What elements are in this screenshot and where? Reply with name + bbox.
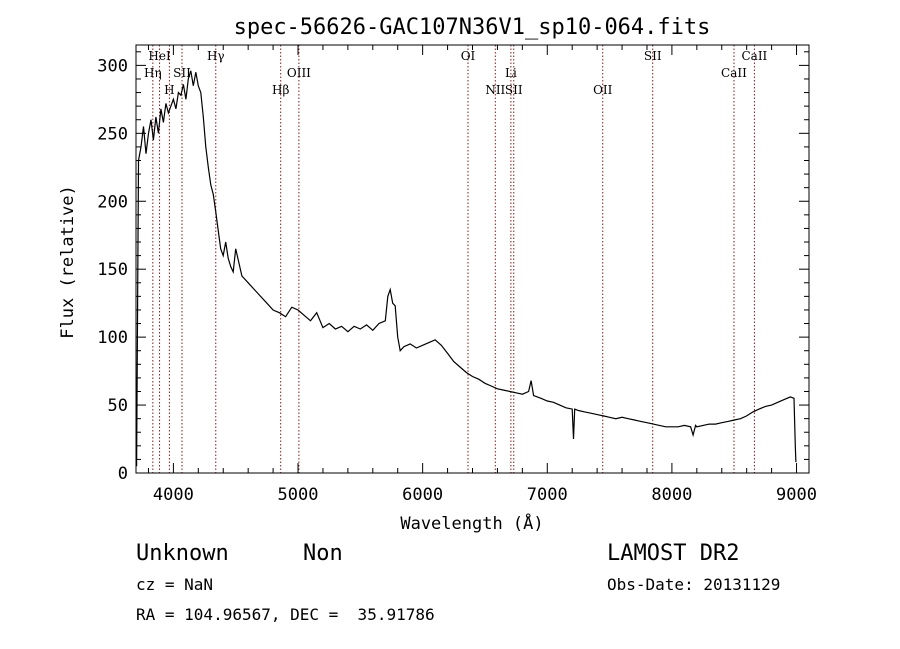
observation-date: Obs-Date: 20131129 — [607, 575, 780, 594]
survey-name: LAMOST DR2 — [607, 541, 739, 566]
y-axis: 0 50 100 150 200 250 300 — [97, 51, 809, 484]
line-marker-label: Hγ — [207, 49, 225, 63]
y-tick-label: 100 — [97, 328, 128, 348]
plot-frame — [135, 44, 810, 474]
x-tick-label: 9000 — [776, 485, 817, 505]
line-marker-label: CaII — [721, 66, 747, 80]
y-tick-label: 0 — [118, 464, 128, 484]
line-markers — [152, 45, 755, 473]
line-marker-label: SII — [505, 83, 523, 97]
y-tick-label: 300 — [97, 56, 128, 76]
line-marker-label: CaII — [741, 49, 767, 63]
line-marker-label: OII — [593, 83, 613, 97]
line-marker-label: Li — [505, 66, 517, 80]
x-tick-label: 4000 — [153, 485, 194, 505]
line-marker-label: SII — [173, 66, 191, 80]
x-axis-label: Wavelength (Å) — [400, 512, 543, 534]
coordinates: RA = 104.96567, DEC = 35.91786 — [136, 605, 435, 624]
spectrum-line — [136, 70, 797, 467]
line-marker-label: HeI — [148, 49, 171, 63]
chart-title: spec-56626-GAC107N36V1_sp10-064.fits — [234, 15, 711, 40]
object-class: Unknown — [136, 541, 229, 566]
x-tick-label: 5000 — [278, 485, 319, 505]
object-subclass: Non — [303, 541, 343, 566]
line-marker-label: Hη — [144, 66, 162, 80]
line-marker-label: NII — [485, 83, 505, 97]
line-marker-label: H — [164, 83, 174, 97]
x-axis: 4000 5000 6000 7000 8000 9000 — [147, 45, 817, 505]
y-tick-label: 250 — [97, 124, 128, 144]
x-tick-label: 7000 — [527, 485, 568, 505]
line-marker-label: OI — [461, 49, 476, 63]
line-marker-label: OIII — [287, 66, 311, 80]
x-tick-label: 8000 — [651, 485, 692, 505]
y-tick-label: 150 — [97, 260, 128, 280]
line-marker-label: Hβ — [272, 83, 289, 97]
y-tick-label: 50 — [108, 396, 128, 416]
y-tick-label: 200 — [97, 192, 128, 212]
line-marker-label: SII — [644, 49, 662, 63]
redshift-value: cz = NaN — [136, 575, 213, 594]
y-axis-label: Flux (relative) — [58, 185, 78, 339]
x-tick-label: 6000 — [402, 485, 443, 505]
